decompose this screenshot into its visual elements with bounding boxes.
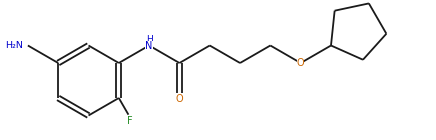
Text: F: F <box>127 116 133 126</box>
Text: H₂N: H₂N <box>5 41 23 50</box>
Text: H: H <box>146 35 153 44</box>
Text: N: N <box>146 40 153 51</box>
Text: O: O <box>297 58 304 68</box>
Text: O: O <box>176 94 183 104</box>
